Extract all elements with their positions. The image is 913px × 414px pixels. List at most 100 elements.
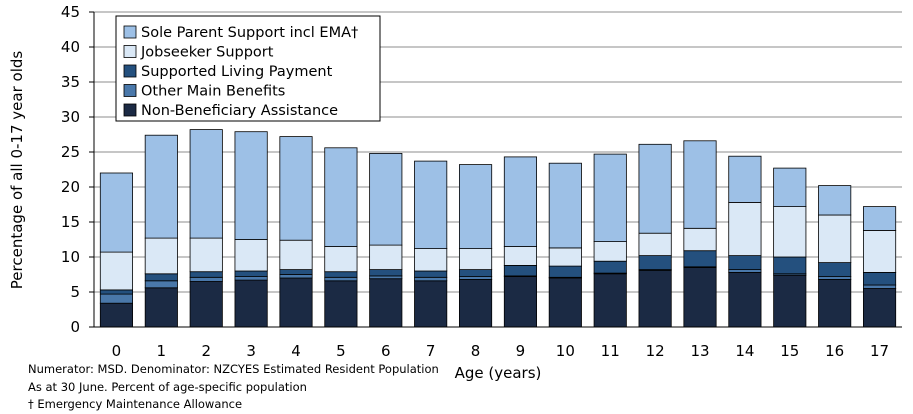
bar-segment-sole-parent-support-incl-ema xyxy=(458,164,493,250)
bar-segment-non-beneficiary-assistance xyxy=(593,273,627,328)
bar-segment-non-beneficiary-assistance xyxy=(234,279,268,328)
bar-segment-other-main-benefits xyxy=(369,275,403,280)
bar-stack-age-11 xyxy=(593,153,627,328)
bar-segment-other-main-benefits xyxy=(189,276,223,282)
x-tick-label: 3 xyxy=(246,342,256,360)
bar-segment-other-main-benefits xyxy=(414,276,448,282)
bar-stack-age-2 xyxy=(189,129,223,328)
bar-segment-non-beneficiary-assistance xyxy=(458,278,493,328)
x-tick-labels: 0 1 2 3 4 5 6 7 8 9 10 11 12 13 14 15 16 17 xyxy=(112,342,889,360)
y-tick-label: 40 xyxy=(61,38,80,56)
x-tick-label: 6 xyxy=(381,342,391,360)
legend-label: Jobseeker Support xyxy=(140,45,274,61)
y-tick-label: 35 xyxy=(61,73,80,91)
bar-segment-sole-parent-support-incl-ema xyxy=(862,206,897,231)
y-tick-label: 30 xyxy=(61,108,80,126)
bar-segment-jobseeker-support xyxy=(189,237,223,273)
y-tick-labels: 0 5 10 15 20 25 30 35 40 45 xyxy=(61,3,94,336)
y-tick-label: 0 xyxy=(70,318,80,336)
x-tick-label: 1 xyxy=(157,342,167,360)
bar-segment-non-beneficiary-assistance xyxy=(144,287,178,328)
bar-segment-sole-parent-support-incl-ema xyxy=(773,167,807,208)
bar-segment-jobseeker-support xyxy=(683,227,717,252)
bar-segment-non-beneficiary-assistance xyxy=(189,281,223,328)
bar-segment-supported-living-payment xyxy=(369,269,403,277)
bar-stack-age-14 xyxy=(728,155,762,328)
bar-segment-jobseeker-support xyxy=(728,201,762,256)
bar-segment-non-beneficiary-assistance xyxy=(862,288,897,328)
bar-segment-supported-living-payment xyxy=(773,256,807,275)
bar-segment-other-main-benefits xyxy=(818,276,852,280)
y-tick-label: 45 xyxy=(61,3,80,21)
bar-segment-sole-parent-support-incl-ema xyxy=(683,140,717,229)
bar-segment-jobseeker-support xyxy=(99,251,134,291)
legend-swatch xyxy=(123,25,137,39)
x-tick-label: 17 xyxy=(870,342,889,360)
bar-segment-sole-parent-support-incl-ema xyxy=(728,155,762,203)
bar-segment-jobseeker-support xyxy=(862,229,897,273)
bar-segment-non-beneficiary-assistance xyxy=(369,278,403,328)
bar-segment-supported-living-payment xyxy=(728,255,762,271)
x-tick-label: 16 xyxy=(825,342,844,360)
bar-stack-age-1 xyxy=(144,134,178,328)
note-date: As at 30 June. Percent of age-specific p… xyxy=(28,380,307,394)
bar-segment-jobseeker-support xyxy=(773,206,807,258)
bar-stack-age-3 xyxy=(234,131,268,328)
bar-segment-other-main-benefits xyxy=(862,284,897,289)
bar-segment-sole-parent-support-incl-ema xyxy=(279,136,313,241)
x-tick-label: 8 xyxy=(471,342,481,360)
legend-swatch xyxy=(123,103,137,117)
bar-segment-jobseeker-support xyxy=(818,214,852,263)
bar-segment-jobseeker-support xyxy=(503,246,538,266)
legend: Sole Parent Support incl EMA† Jobseeker S… xyxy=(115,15,381,122)
bar-stack-age-17 xyxy=(862,206,897,328)
x-tick-label: 14 xyxy=(735,342,754,360)
bar-stack-age-10 xyxy=(548,162,582,328)
bar-segment-jobseeker-support xyxy=(369,244,403,271)
legend-swatch xyxy=(123,64,137,78)
bar-segment-supported-living-payment xyxy=(862,271,897,286)
bar-segment-sole-parent-support-incl-ema xyxy=(144,134,178,239)
bar-segment-non-beneficiary-assistance xyxy=(414,280,448,328)
bar-segment-supported-living-payment xyxy=(548,265,582,278)
bar-segment-supported-living-payment xyxy=(324,271,358,278)
bar-segment-sole-parent-support-incl-ema xyxy=(638,143,672,234)
bar-segment-sole-parent-support-incl-ema xyxy=(189,129,223,239)
bar-stack-age-16 xyxy=(818,185,852,328)
bar-segment-supported-living-payment xyxy=(279,269,313,275)
bar-stack-age-5 xyxy=(324,147,358,328)
bar-segment-sole-parent-support-incl-ema xyxy=(369,152,403,246)
legend-box xyxy=(115,15,381,122)
note-numerator: Numerator: MSD. Denominator: NZCYES Esti… xyxy=(28,362,439,376)
bar-stack-age-12 xyxy=(638,143,672,328)
bar-segment-jobseeker-support xyxy=(638,232,672,256)
bar-segment-sole-parent-support-incl-ema xyxy=(414,160,448,250)
bar-segment-supported-living-payment xyxy=(234,270,268,277)
bar-segment-supported-living-payment xyxy=(99,289,134,295)
x-tick-label: 9 xyxy=(516,342,526,360)
bar-segment-jobseeker-support xyxy=(234,239,268,272)
bar-segment-other-main-benefits xyxy=(324,276,358,282)
bar-segment-sole-parent-support-incl-ema xyxy=(818,185,852,216)
bar-segment-other-main-benefits xyxy=(279,274,313,279)
bar-segment-other-main-benefits xyxy=(144,280,178,289)
bar-stack-age-15 xyxy=(773,167,807,328)
legend-swatch xyxy=(123,84,137,97)
bar-segment-other-main-benefits xyxy=(99,293,134,304)
x-tick-label: 15 xyxy=(780,342,799,360)
y-axis-title: Percentage of all 0-17 year olds xyxy=(8,51,26,290)
bar-segment-non-beneficiary-assistance xyxy=(279,277,313,328)
legend-label: Sole Parent Support incl EMA† xyxy=(141,25,358,41)
x-tick-label: 10 xyxy=(556,342,575,360)
bar-segment-non-beneficiary-assistance xyxy=(99,302,134,328)
x-tick-label: 7 xyxy=(426,342,436,360)
bar-segment-other-main-benefits xyxy=(728,269,762,273)
bar-segment-supported-living-payment xyxy=(683,250,717,268)
x-tick-label: 4 xyxy=(291,342,301,360)
bar-segment-non-beneficiary-assistance xyxy=(818,278,852,328)
bar-segment-supported-living-payment xyxy=(638,255,672,271)
bar-segment-sole-parent-support-incl-ema xyxy=(548,162,582,249)
bar-segment-sole-parent-support-incl-ema xyxy=(503,156,538,247)
x-tick-label: 13 xyxy=(690,342,709,360)
